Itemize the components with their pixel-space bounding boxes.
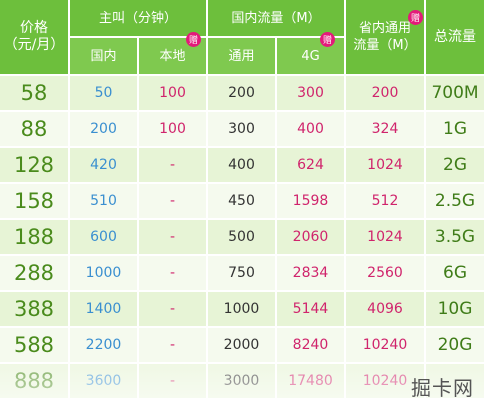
- provincial-data-cell: 2560: [346, 256, 424, 290]
- watermark-logo: 掘卡网: [411, 376, 474, 400]
- 4g-data-cell: 624: [277, 148, 344, 182]
- total-data-cell: 3.5G: [426, 220, 484, 254]
- total-data-cell: 6G: [426, 256, 484, 290]
- total-data-cell: 2G: [426, 148, 484, 182]
- 4g-data-cell: 400: [277, 112, 344, 146]
- domestic-calls-cell: 50: [70, 76, 137, 110]
- gift-badge-4g: 赠: [320, 32, 335, 47]
- provincial-data-cell: 1024: [346, 220, 424, 254]
- general-data-cell: 300: [208, 112, 275, 146]
- provincial-data-cell: 1024: [346, 148, 424, 182]
- domestic-calls-cell: 3600: [70, 364, 137, 398]
- general-data-cell: 500: [208, 220, 275, 254]
- general-data-cell: 1000: [208, 292, 275, 326]
- 4g-data-cell: 1598: [277, 184, 344, 218]
- 4g-data-cell: 8240: [277, 328, 344, 362]
- header-domestic-data-group: 国内流量（M）: [208, 0, 344, 36]
- 4g-data-cell: 2060: [277, 220, 344, 254]
- provincial-data-cell: 4096: [346, 292, 424, 326]
- price-cell: 888: [0, 364, 68, 398]
- total-data-cell: 2.5G: [426, 184, 484, 218]
- 4g-data-cell: 300: [277, 76, 344, 110]
- local-calls-cell: -: [139, 184, 206, 218]
- price-cell: 188: [0, 220, 68, 254]
- gift-badge-provincial: 赠: [408, 10, 423, 25]
- 4g-data-cell: 17480: [277, 364, 344, 398]
- price-cell: 128: [0, 148, 68, 182]
- local-calls-cell: -: [139, 292, 206, 326]
- header-total-data: 总流量: [426, 0, 484, 74]
- local-calls-cell: 100: [139, 112, 206, 146]
- general-data-cell: 400: [208, 148, 275, 182]
- local-calls-cell: -: [139, 256, 206, 290]
- price-cell: 288: [0, 256, 68, 290]
- general-data-cell: 200: [208, 76, 275, 110]
- general-data-cell: 3000: [208, 364, 275, 398]
- price-cell: 58: [0, 76, 68, 110]
- domestic-calls-cell: 600: [70, 220, 137, 254]
- total-data-cell: 1G: [426, 112, 484, 146]
- price-cell: 88: [0, 112, 68, 146]
- total-data-cell: 10G: [426, 292, 484, 326]
- header-calls-group: 主叫（分钟）: [70, 0, 206, 36]
- local-calls-cell: 100: [139, 76, 206, 110]
- domestic-calls-cell: 1400: [70, 292, 137, 326]
- domestic-calls-cell: 2200: [70, 328, 137, 362]
- subheader-4g-data: 4G: [277, 38, 344, 74]
- general-data-cell: 450: [208, 184, 275, 218]
- subheader-general-data: 通用: [208, 38, 275, 74]
- local-calls-cell: -: [139, 220, 206, 254]
- price-cell: 388: [0, 292, 68, 326]
- domestic-calls-cell: 200: [70, 112, 137, 146]
- gift-badge-local: 赠: [186, 32, 201, 47]
- general-data-cell: 2000: [208, 328, 275, 362]
- domestic-calls-cell: 510: [70, 184, 137, 218]
- provincial-data-cell: 324: [346, 112, 424, 146]
- header-price: 价格 （元/月）: [0, 0, 68, 74]
- subheader-domestic-calls: 国内: [70, 38, 137, 74]
- domestic-calls-cell: 1000: [70, 256, 137, 290]
- provincial-data-cell: 200: [346, 76, 424, 110]
- total-data-cell: 700M: [426, 76, 484, 110]
- price-cell: 588: [0, 328, 68, 362]
- general-data-cell: 750: [208, 256, 275, 290]
- 4g-data-cell: 5144: [277, 292, 344, 326]
- 4g-data-cell: 2834: [277, 256, 344, 290]
- price-cell: 158: [0, 184, 68, 218]
- local-calls-cell: -: [139, 328, 206, 362]
- local-calls-cell: -: [139, 148, 206, 182]
- provincial-data-cell: 10240: [346, 328, 424, 362]
- provincial-data-cell: 512: [346, 184, 424, 218]
- total-data-cell: 20G: [426, 328, 484, 362]
- local-calls-cell: -: [139, 364, 206, 398]
- domestic-calls-cell: 420: [70, 148, 137, 182]
